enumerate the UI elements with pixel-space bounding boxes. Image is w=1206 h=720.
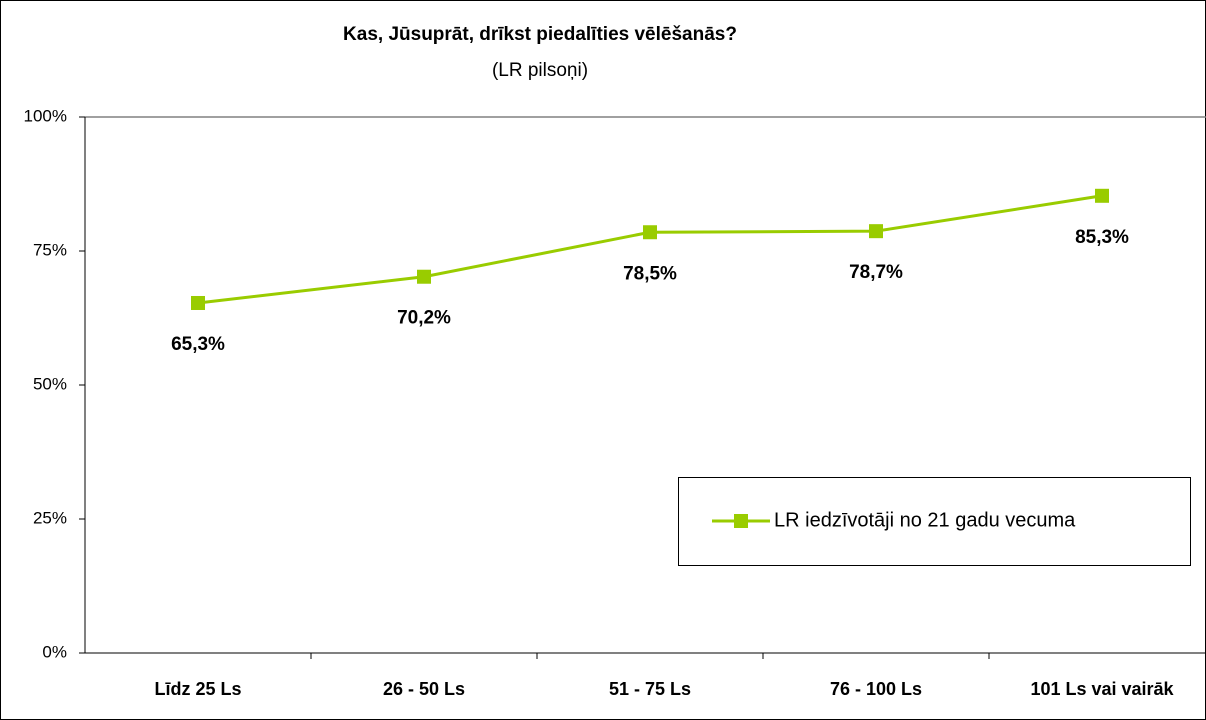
data-label: 65,3% — [171, 334, 225, 355]
marker — [643, 225, 657, 240]
data-label: 70,2% — [397, 308, 451, 329]
y-tick-label: 50% — [33, 374, 67, 393]
y-tick-label: 75% — [33, 240, 67, 259]
data-label: 78,7% — [849, 262, 903, 283]
y-tick-label: 25% — [33, 508, 67, 527]
marker — [869, 224, 883, 239]
marker — [417, 269, 431, 284]
x-tick-label: Līdz 25 Ls — [154, 679, 241, 699]
legend-label: LR iedzīvotāji no 21 gadu vecuma — [774, 509, 1076, 531]
data-label: 85,3% — [1075, 227, 1129, 248]
marker — [191, 295, 205, 310]
legend-marker — [734, 514, 748, 528]
y-tick-label: 100% — [24, 106, 67, 125]
x-tick-label: 51 - 75 Ls — [609, 679, 691, 699]
chart-subtitle: (LR pilsoņi) — [492, 60, 588, 81]
y-tick-label: 0% — [42, 642, 67, 661]
x-tick-label: 101 Ls vai vairāk — [1030, 679, 1174, 699]
marker — [1095, 188, 1109, 203]
x-tick-label: 26 - 50 Ls — [383, 679, 465, 699]
x-tick-label: 76 - 100 Ls — [830, 679, 922, 699]
chart-title: Kas, Jūsuprāt, drīkst piedalīties vēlēša… — [343, 24, 737, 45]
data-label: 78,5% — [623, 263, 677, 284]
